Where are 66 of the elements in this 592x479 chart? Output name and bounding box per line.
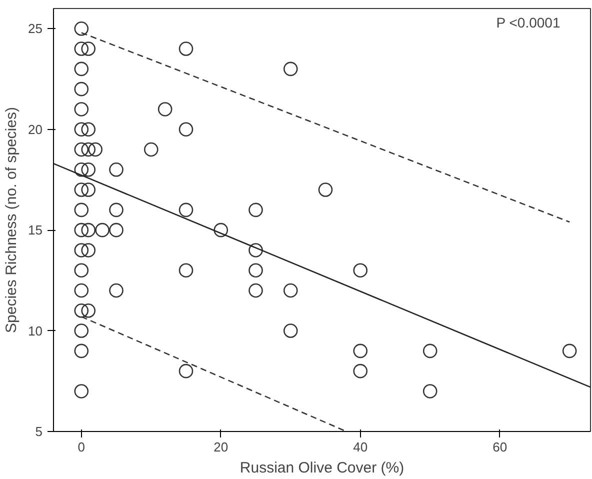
point bbox=[74, 62, 89, 76]
point bbox=[422, 384, 438, 398]
point bbox=[109, 283, 124, 298]
point bbox=[74, 182, 89, 197]
point bbox=[74, 263, 89, 278]
point bbox=[283, 62, 298, 76]
point bbox=[74, 324, 89, 338]
point bbox=[88, 142, 102, 157]
point bbox=[74, 384, 89, 398]
x-tick-label: 0 bbox=[78, 440, 86, 454]
point bbox=[178, 202, 194, 218]
point bbox=[95, 222, 110, 238]
y-tick-label: 15 bbox=[28, 222, 43, 238]
point bbox=[353, 344, 368, 358]
point bbox=[353, 263, 368, 278]
point bbox=[81, 142, 96, 157]
point bbox=[81, 122, 96, 136]
point bbox=[74, 304, 89, 318]
point bbox=[178, 263, 194, 278]
point bbox=[81, 182, 96, 197]
point bbox=[74, 222, 89, 238]
point bbox=[158, 102, 172, 116]
annotation: P <0.0001 bbox=[496, 14, 560, 30]
point bbox=[109, 162, 124, 177]
point bbox=[74, 42, 89, 56]
point bbox=[422, 344, 438, 358]
x-tick-label: 40 bbox=[353, 440, 368, 454]
point bbox=[74, 102, 89, 116]
y-tick-label: 10 bbox=[28, 323, 43, 338]
x-tick-label: 20 bbox=[214, 440, 228, 454]
y-axis-title: Species Richness (no. of species) bbox=[3, 107, 20, 333]
point bbox=[283, 324, 298, 338]
point bbox=[81, 243, 96, 258]
x-tick-label: 60 bbox=[492, 440, 508, 454]
point bbox=[248, 243, 263, 258]
point bbox=[109, 222, 124, 238]
point bbox=[353, 364, 368, 378]
point bbox=[74, 162, 89, 177]
point bbox=[74, 243, 89, 258]
point bbox=[74, 82, 89, 96]
point bbox=[144, 142, 158, 157]
point bbox=[178, 122, 194, 136]
x-axis-title: Russian Olive Cover (%) bbox=[240, 460, 404, 476]
point bbox=[74, 344, 89, 358]
point bbox=[74, 283, 89, 298]
point bbox=[178, 364, 194, 378]
point bbox=[248, 263, 263, 278]
point bbox=[74, 22, 89, 36]
point bbox=[74, 122, 89, 136]
point bbox=[318, 182, 333, 197]
y-tick-label: 20 bbox=[28, 122, 43, 137]
point bbox=[81, 304, 96, 318]
y-tick-label: 25 bbox=[28, 21, 43, 36]
point bbox=[81, 162, 96, 177]
point bbox=[562, 344, 577, 358]
point bbox=[248, 283, 263, 298]
point bbox=[214, 222, 228, 238]
point bbox=[283, 283, 298, 298]
point bbox=[109, 202, 124, 218]
point bbox=[81, 42, 96, 56]
y-tick-label: 5 bbox=[35, 424, 43, 439]
point bbox=[74, 142, 89, 157]
point bbox=[81, 222, 96, 238]
point bbox=[248, 202, 263, 218]
point bbox=[74, 202, 89, 218]
point bbox=[178, 42, 194, 56]
